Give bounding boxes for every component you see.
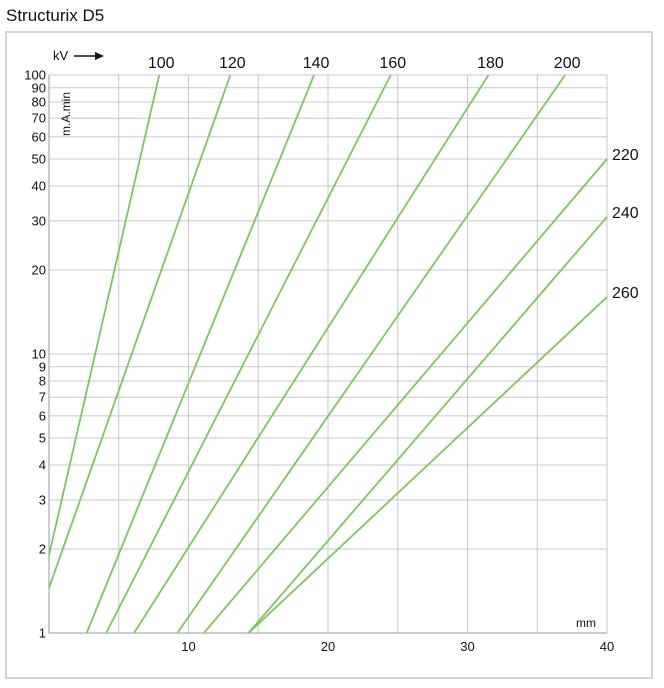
y-tick-label: 60 bbox=[32, 129, 46, 144]
series-line-240kv bbox=[247, 216, 608, 634]
y-tick-label: 90 bbox=[32, 80, 46, 95]
y-axis-label: m.A.min bbox=[59, 92, 73, 136]
series-line-200kv bbox=[176, 74, 566, 634]
series-label-180kv: 180 bbox=[477, 55, 504, 72]
series-label-200kv: 200 bbox=[554, 55, 581, 72]
kv-axis-indicator: kV bbox=[53, 48, 104, 63]
series-line-180kv bbox=[133, 74, 490, 634]
series-line-160kv bbox=[105, 74, 392, 634]
series-line-140kv bbox=[85, 74, 315, 634]
grid bbox=[48, 74, 608, 634]
series-labels: 100 120 140 160 180 200 220 240 260 bbox=[148, 55, 639, 302]
x-tick-label: 40 bbox=[600, 639, 614, 654]
y-tick-label: 70 bbox=[32, 111, 46, 126]
x-tick-label: 30 bbox=[460, 639, 474, 654]
y-tick-label: 2 bbox=[39, 542, 46, 557]
y-tick-label: 40 bbox=[32, 179, 46, 194]
kv-arrow-head bbox=[95, 52, 104, 60]
y-tick-label: 9 bbox=[39, 359, 46, 374]
y-tick-label: 10 bbox=[32, 347, 46, 362]
series-label-260kv: 260 bbox=[612, 285, 639, 302]
kv-axis-label: kV bbox=[53, 48, 69, 63]
y-tick-label: 50 bbox=[32, 151, 46, 166]
chart-frame bbox=[5, 31, 653, 679]
y-tick-label: 4 bbox=[39, 458, 46, 473]
series-label-160kv: 160 bbox=[379, 55, 406, 72]
y-tick-label: 1 bbox=[39, 626, 46, 641]
x-tick-label: 20 bbox=[321, 639, 335, 654]
series-line-100kv bbox=[48, 74, 161, 556]
series-label-240kv: 240 bbox=[612, 205, 639, 222]
series-lines bbox=[48, 74, 608, 634]
series-label-120kv: 120 bbox=[219, 55, 246, 72]
y-tick-label: 30 bbox=[32, 213, 46, 228]
y-tick-label: 6 bbox=[39, 408, 46, 423]
y-tick-label: 7 bbox=[39, 390, 46, 405]
series-line-260kv bbox=[247, 296, 608, 634]
y-tick-label: 20 bbox=[32, 263, 46, 278]
series-label-140kv: 140 bbox=[303, 55, 330, 72]
y-tick-label: 100 bbox=[24, 68, 46, 83]
y-tick-label: 80 bbox=[32, 95, 46, 110]
series-line-120kv bbox=[48, 74, 232, 589]
series-label-220kv: 220 bbox=[612, 147, 639, 164]
x-tick-label: 10 bbox=[181, 639, 195, 654]
x-axis-label: mm bbox=[576, 616, 596, 630]
series-line-220kv bbox=[203, 158, 608, 634]
series-label-100kv: 100 bbox=[148, 55, 175, 72]
y-tick-label: 5 bbox=[39, 430, 46, 445]
y-tick-label: 3 bbox=[39, 492, 46, 507]
page-title: Structurix D5 bbox=[6, 6, 105, 25]
y-tick-label: 8 bbox=[39, 374, 46, 389]
